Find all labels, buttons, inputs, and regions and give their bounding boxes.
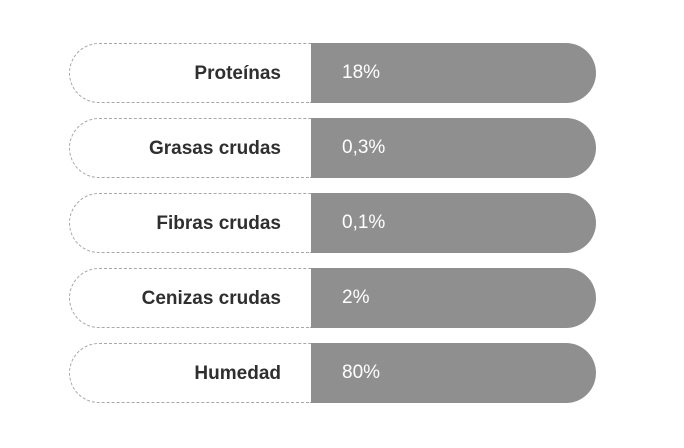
row-value-box: 2% xyxy=(311,268,596,328)
composition-row-moisture: Humedad 80% xyxy=(69,343,596,403)
row-value-box: 18% xyxy=(311,43,596,103)
row-label: Proteínas xyxy=(194,63,281,84)
composition-row-crude-ash: Cenizas crudas 2% xyxy=(69,268,596,328)
row-value: 2% xyxy=(342,287,370,308)
row-label: Grasas crudas xyxy=(148,138,281,159)
row-value-box: 0,3% xyxy=(311,118,596,178)
row-label: Fibras crudas xyxy=(156,213,281,234)
row-value: 0,3% xyxy=(342,137,386,158)
row-value: 18% xyxy=(342,62,381,83)
row-label-box: Proteínas xyxy=(69,43,311,103)
row-label-box: Humedad xyxy=(69,343,311,403)
row-value-box: 0,1% xyxy=(311,193,596,253)
row-label-box: Cenizas crudas xyxy=(69,268,311,328)
composition-row-crude-fibers: Fibras crudas 0,1% xyxy=(69,193,596,253)
composition-row-proteins: Proteínas 18% xyxy=(69,43,596,103)
composition-table: Proteínas 18% Grasas crudas 0,3% Fibras … xyxy=(69,43,596,418)
row-label-box: Grasas crudas xyxy=(69,118,311,178)
row-label-box: Fibras crudas xyxy=(69,193,311,253)
composition-row-crude-fats: Grasas crudas 0,3% xyxy=(69,118,596,178)
row-value: 80% xyxy=(342,362,381,383)
row-label: Humedad xyxy=(194,363,281,384)
row-value: 0,1% xyxy=(342,212,386,233)
row-value-box: 80% xyxy=(311,343,596,403)
row-label: Cenizas crudas xyxy=(141,288,281,309)
